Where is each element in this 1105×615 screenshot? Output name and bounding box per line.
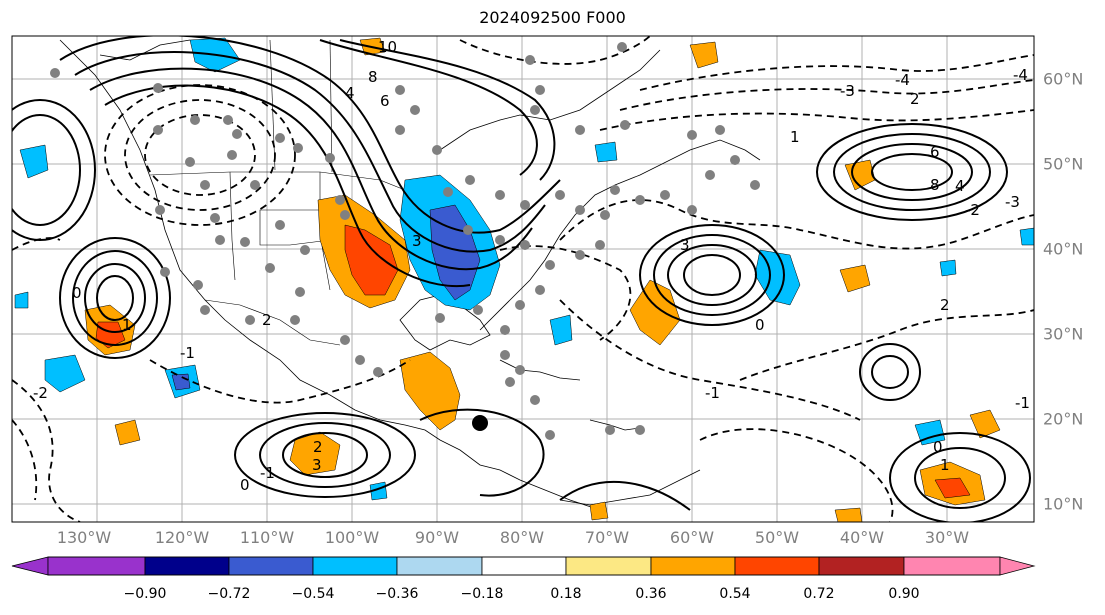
colorbar-over-arrow [999, 556, 1036, 576]
map-title: 2024092500 F000 [479, 8, 626, 27]
contour-label: -4 [1013, 66, 1028, 84]
contour-label: -4 [895, 71, 910, 89]
lat-label: 60°N [1043, 69, 1084, 89]
colorbar-tick: −0.90 [123, 586, 167, 602]
contour-label: 10 [378, 38, 397, 56]
colorbar-tick: 0.54 [719, 586, 751, 602]
lon-label: 120°W [154, 528, 210, 547]
colorbar-tick: 0.90 [888, 586, 920, 602]
colorbar-tick: 0.18 [550, 586, 582, 602]
lat-label: 10°N [1043, 494, 1084, 514]
lat-label: 50°N [1043, 154, 1084, 174]
lon-label: 130°W [56, 528, 112, 547]
colorbar [11, 556, 1036, 576]
contour-label: 1 [940, 456, 950, 474]
contour-label: 2 [910, 90, 920, 108]
contour-label: 1 [122, 316, 132, 334]
lon-label: 50°W [754, 528, 800, 547]
contour-label: 0 [755, 316, 765, 334]
contour-label: -3 [1005, 193, 1020, 211]
lat-label: 20°N [1043, 409, 1084, 429]
contour-label: 3 [412, 232, 422, 250]
lat-label: 30°N [1043, 324, 1084, 344]
dashed-contours [12, 36, 1034, 522]
contour-label: 0 [72, 284, 82, 302]
contour-label: 6 [380, 92, 390, 110]
lon-label: 100°W [324, 528, 380, 547]
contour-label: -1 [705, 384, 720, 402]
coastlines [59, 39, 761, 511]
colorbar-tick: −0.72 [207, 586, 251, 602]
lon-label: 110°W [239, 528, 295, 547]
colorbar-tick: −0.36 [375, 586, 419, 602]
contour-label: 8 [930, 176, 940, 194]
lat-gridlines [12, 78, 1034, 505]
contour-label: -1 [180, 344, 195, 362]
contour-label: 0 [240, 476, 250, 494]
contour-label: -1 [260, 464, 275, 482]
lat-label: 40°N [1043, 239, 1084, 259]
positive-anomaly-fills [84, 37, 1001, 522]
system-center-marker [472, 415, 488, 431]
contour-label: 4 [955, 177, 965, 195]
contour-label: 3 [312, 456, 322, 474]
contour-label: -1 [1015, 394, 1030, 412]
contour-label: 0 [933, 438, 943, 456]
colorbar-tick: −0.18 [460, 586, 504, 602]
contour-labels: 10 8 6 4 3 2 1 0 -1 -2 -3 -4 3 2 6 8 4 1… [33, 38, 1030, 494]
lon-label: 90°W [414, 528, 460, 547]
colorbar-under-arrow [11, 556, 49, 576]
lon-label: 40°W [839, 528, 885, 547]
negative-anomaly-fills [14, 37, 1034, 501]
lon-label: 80°W [499, 528, 545, 547]
lon-label: 60°W [669, 528, 715, 547]
contour-label: 3 [680, 236, 690, 254]
colorbar-tick: −0.54 [291, 586, 335, 602]
station-markers [50, 42, 760, 440]
colorbar-tick: 0.36 [635, 586, 667, 602]
lon-label: 30°W [924, 528, 970, 547]
contour-label: 2 [262, 311, 272, 329]
contour-label: 6 [930, 143, 940, 161]
lon-label: 70°W [584, 528, 630, 547]
contour-label: -3 [840, 82, 855, 100]
contour-label: 2 [313, 438, 323, 456]
contour-label: 4 [345, 84, 355, 102]
contour-label: -2 [33, 384, 48, 402]
colorbar-tick: 0.72 [803, 586, 835, 602]
contour-label: 8 [368, 68, 378, 86]
contour-label: -2 [965, 201, 980, 219]
contour-label: 2 [940, 296, 950, 314]
contour-label: 1 [790, 128, 800, 146]
